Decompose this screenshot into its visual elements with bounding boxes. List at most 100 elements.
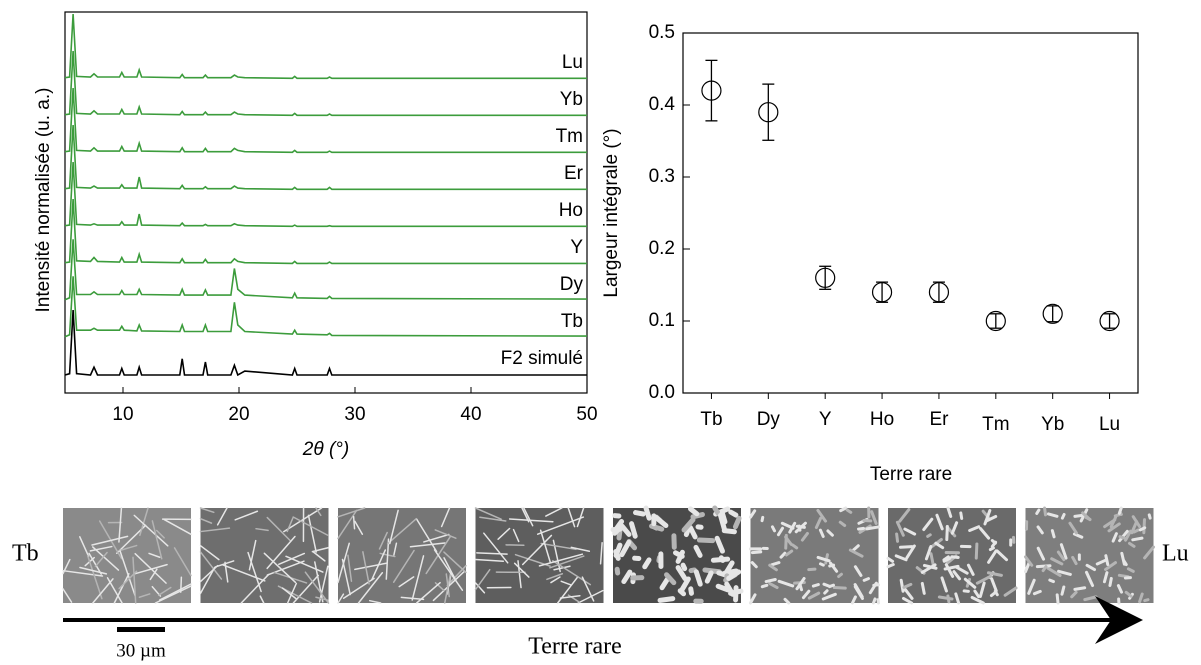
x-axis-label: 2θ (°) bbox=[302, 439, 349, 460]
sem-texture bbox=[853, 565, 863, 577]
sem-texture bbox=[423, 533, 450, 543]
sem-texture bbox=[1070, 590, 1078, 599]
sem-texture bbox=[368, 599, 382, 604]
sem-texture bbox=[839, 506, 848, 513]
sem-texture bbox=[868, 581, 878, 595]
sem-texture bbox=[993, 589, 999, 597]
sem-texture bbox=[895, 532, 900, 543]
error-bar bbox=[1046, 305, 1059, 323]
sem-texture bbox=[539, 529, 552, 564]
sem-texture bbox=[693, 544, 703, 558]
sem-texture bbox=[770, 561, 781, 567]
sem-texture bbox=[732, 515, 742, 530]
sem-texture bbox=[979, 527, 991, 540]
sem-texture bbox=[1036, 546, 1046, 561]
sem-texture bbox=[693, 569, 703, 587]
sem-texture bbox=[318, 565, 329, 603]
sem-texture bbox=[784, 549, 794, 557]
sem-texture bbox=[768, 563, 778, 572]
pattern-line bbox=[64, 50, 587, 117]
sem-texture bbox=[750, 550, 763, 555]
sem-texture bbox=[870, 510, 878, 525]
sem-texture bbox=[899, 578, 905, 593]
sem-texture bbox=[800, 531, 809, 542]
sem-texture bbox=[826, 529, 834, 537]
sem-texture bbox=[832, 586, 847, 590]
sem-texture bbox=[118, 544, 138, 552]
sem-texture bbox=[581, 576, 595, 602]
sem-texture bbox=[837, 572, 843, 579]
scale-bar bbox=[117, 627, 165, 632]
sem-texture bbox=[1035, 508, 1041, 515]
strip-axis-label: Terre rare bbox=[528, 634, 622, 660]
sem-texture bbox=[940, 576, 948, 593]
sem-texture bbox=[995, 549, 1009, 562]
sem-texture bbox=[292, 574, 320, 604]
sem-texture bbox=[354, 562, 388, 571]
sem-texture bbox=[898, 545, 914, 549]
x-tick-label: 50 bbox=[576, 404, 597, 425]
sem-texture bbox=[715, 583, 731, 593]
sem-texture bbox=[434, 529, 457, 539]
sem-texture bbox=[1050, 557, 1064, 566]
sem-texture bbox=[474, 568, 491, 591]
sem-texture bbox=[934, 541, 945, 550]
sem-texture bbox=[362, 551, 370, 585]
sem-texture bbox=[523, 507, 534, 527]
sem-texture bbox=[341, 558, 351, 596]
sem-texture bbox=[1055, 593, 1060, 605]
sem-texture bbox=[723, 560, 735, 576]
sem-texture bbox=[1107, 522, 1121, 533]
strip-end-label: Lu bbox=[1162, 541, 1189, 567]
sem-texture bbox=[675, 565, 688, 582]
sem-texture bbox=[1102, 571, 1109, 584]
sem-texture bbox=[687, 525, 698, 540]
sem-texture bbox=[1095, 558, 1108, 566]
y-tick-label: 0.0 bbox=[649, 382, 675, 403]
sem-texture bbox=[550, 576, 561, 584]
sem-texture bbox=[163, 518, 192, 536]
sem-texture bbox=[307, 514, 317, 553]
sem-texture bbox=[986, 571, 1003, 577]
sem-texture bbox=[1056, 550, 1066, 562]
sem-texture bbox=[768, 582, 779, 590]
sem-texture bbox=[952, 570, 962, 581]
sem-texture bbox=[285, 555, 324, 573]
sem-texture bbox=[857, 526, 866, 531]
sem-texture bbox=[987, 549, 998, 564]
point bbox=[928, 282, 950, 303]
sem-texture bbox=[315, 507, 322, 517]
sem-texture bbox=[400, 596, 425, 601]
sem-texture bbox=[696, 537, 716, 544]
sem-texture bbox=[199, 566, 216, 595]
sem-texture bbox=[234, 510, 259, 521]
sem-texture bbox=[570, 546, 591, 552]
sem-texture bbox=[443, 573, 452, 604]
sem-texture bbox=[497, 527, 511, 540]
sem-texture bbox=[370, 549, 387, 581]
sem-texture bbox=[850, 595, 857, 605]
sem-texture bbox=[113, 573, 130, 604]
sem-texture bbox=[133, 514, 169, 547]
sem-texture bbox=[1085, 563, 1096, 572]
sem-texture bbox=[1073, 586, 1087, 591]
sem-texture bbox=[546, 573, 564, 581]
sem-texture bbox=[536, 516, 585, 535]
sem-texture bbox=[728, 509, 739, 518]
sem-texture bbox=[935, 513, 944, 531]
sem-texture bbox=[139, 507, 149, 536]
sem-texture bbox=[92, 578, 114, 604]
sem-texture bbox=[629, 521, 638, 539]
sem-image bbox=[63, 508, 191, 603]
sem-texture bbox=[944, 563, 955, 578]
sem-texture bbox=[538, 553, 584, 567]
x-axis-label: Terre rare bbox=[870, 464, 952, 485]
sem-texture bbox=[675, 549, 685, 564]
sem-texture bbox=[337, 507, 366, 518]
error-bar bbox=[932, 281, 945, 303]
pattern-line bbox=[64, 124, 587, 191]
sem-texture bbox=[770, 525, 777, 533]
sem-texture bbox=[975, 574, 993, 585]
sem-texture bbox=[688, 567, 697, 574]
sem-texture bbox=[312, 551, 326, 562]
